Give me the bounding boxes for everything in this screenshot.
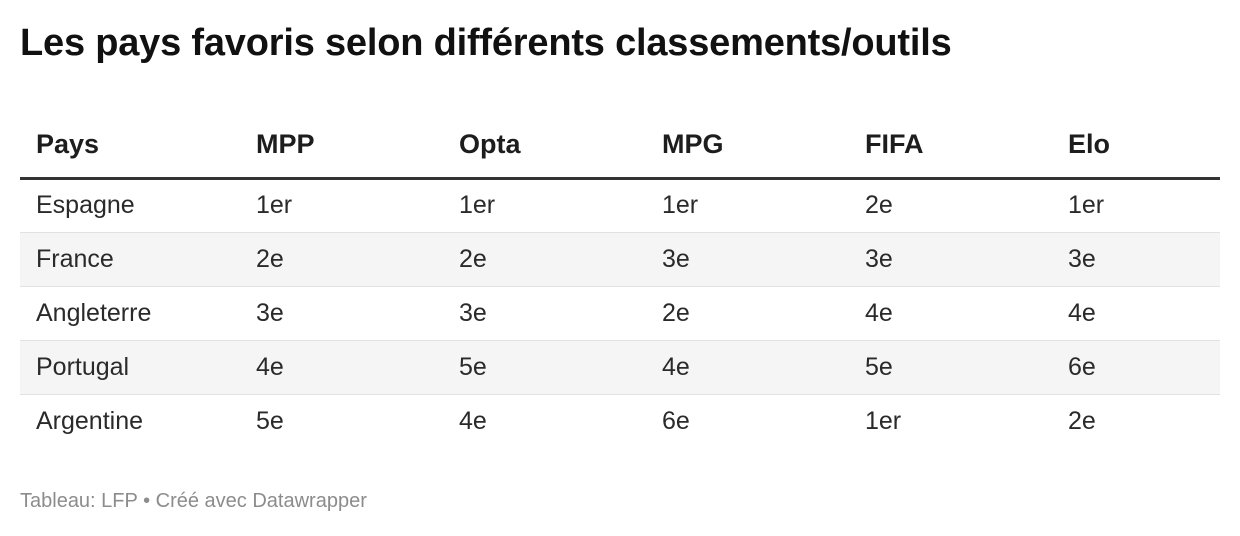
table-cell: 6e bbox=[1052, 340, 1220, 395]
chart-title: Les pays favoris selon différents classe… bbox=[20, 22, 952, 64]
table-row: Espagne 1er 1er 1er 2e 1er bbox=[20, 178, 1220, 233]
table-cell: Espagne bbox=[20, 178, 240, 233]
table-cell: 2e bbox=[849, 178, 1052, 233]
source-label: Tableau: LFP bbox=[20, 490, 138, 512]
table-cell: 4e bbox=[459, 406, 487, 435]
table-cell: 5e bbox=[443, 340, 646, 395]
column-header-fifa[interactable]: FIFA bbox=[849, 112, 1052, 180]
table-cell: 1er bbox=[646, 178, 849, 233]
table-cell: Portugal bbox=[20, 340, 240, 395]
table-cell: 1er bbox=[443, 178, 646, 233]
table-cell: Argentine bbox=[36, 406, 144, 435]
footer-separator: • bbox=[143, 490, 151, 512]
table-row: Argentine 5e 4e 6e 1er 2e bbox=[20, 394, 1220, 448]
table-cell: 3e bbox=[240, 286, 443, 341]
table-cell: 4e bbox=[646, 340, 849, 395]
table-cell: 1er bbox=[240, 178, 443, 233]
column-header-elo[interactable]: Elo bbox=[1052, 112, 1220, 180]
table-cell: Angleterre bbox=[20, 286, 240, 341]
ranking-table: Pays MPP Opta MPG FIFA Elo Espagne 1er 1… bbox=[20, 112, 1220, 448]
table-row: France 2e 2e 3e 3e 3e bbox=[20, 232, 1220, 287]
table-cell: 2e bbox=[1068, 406, 1096, 435]
table-cell: 3e bbox=[443, 286, 646, 341]
table-cell: 3e bbox=[1052, 232, 1220, 287]
table-cell: 2e bbox=[240, 232, 443, 287]
table-cell: France bbox=[20, 232, 240, 287]
table-cell: 1er bbox=[1052, 178, 1220, 233]
table-cell: 4e bbox=[849, 286, 1052, 341]
table-cell: 1er bbox=[865, 406, 902, 435]
table-cell: 3e bbox=[849, 232, 1052, 287]
table-cell: 5e bbox=[256, 406, 284, 435]
chart-footer: Tableau: LFP • Créé avec Datawrapper bbox=[20, 490, 367, 513]
table-cell: 2e bbox=[443, 232, 646, 287]
table-cell: 6e bbox=[662, 406, 690, 435]
chart-container: Les pays favoris selon différents classe… bbox=[20, 0, 1220, 536]
table-cell: 2e bbox=[646, 286, 849, 341]
column-header-mpg[interactable]: MPG bbox=[646, 112, 849, 180]
table-cell: 5e bbox=[849, 340, 1052, 395]
column-header-opta[interactable]: Opta bbox=[443, 112, 646, 180]
table-cell: 4e bbox=[1052, 286, 1220, 341]
credit-label: Créé avec Datawrapper bbox=[155, 490, 367, 512]
column-header-mpp[interactable]: MPP bbox=[240, 112, 443, 180]
table-cell: 4e bbox=[240, 340, 443, 395]
column-header-pays[interactable]: Pays bbox=[20, 112, 240, 180]
table-row: Angleterre 3e 3e 2e 4e 4e bbox=[20, 286, 1220, 341]
table-cell: 3e bbox=[646, 232, 849, 287]
table-header-row: Pays MPP Opta MPG FIFA Elo bbox=[20, 112, 1220, 180]
table-row: Portugal 4e 5e 4e 5e 6e bbox=[20, 340, 1220, 395]
